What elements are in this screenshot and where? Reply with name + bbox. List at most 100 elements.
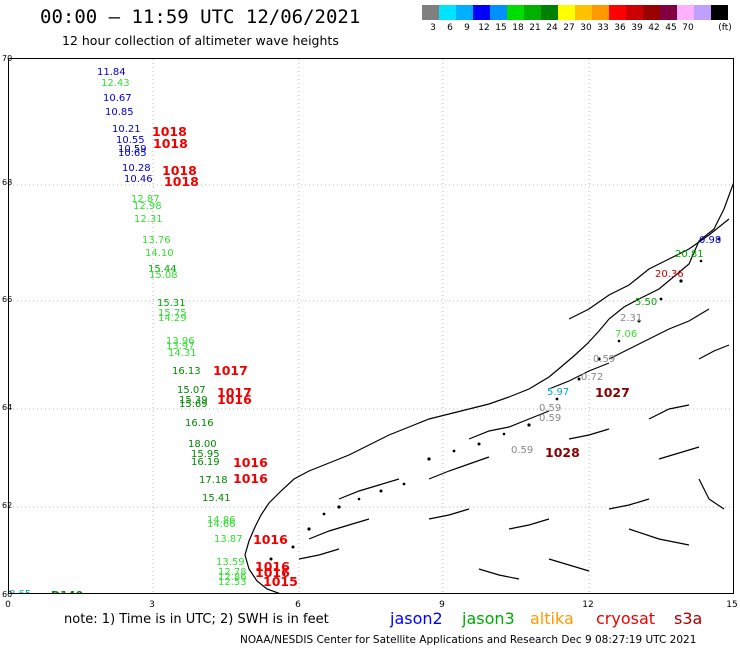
- wave-height-label: 17.18: [199, 475, 228, 486]
- scale-label: 27: [563, 23, 575, 33]
- y-label-62: 62: [2, 501, 13, 510]
- pressure-label: 1017: [213, 363, 248, 378]
- scale-swatch: [473, 5, 490, 20]
- x-label-6: 6: [295, 600, 301, 610]
- wave-height-label: 18.00: [188, 439, 217, 450]
- scale-swatch: [609, 5, 626, 20]
- scale-swatch: [677, 5, 694, 20]
- satellite-altika: altika: [530, 609, 574, 628]
- wave-height-label: 0.98: [699, 235, 722, 246]
- chart-title: 00:00 – 11:59 UTC 12/06/2021: [40, 6, 361, 28]
- scale-swatch: [422, 5, 439, 20]
- x-label-15: 15: [726, 600, 738, 610]
- satellite-jason2: jason2: [390, 609, 443, 628]
- wave-height-label: 12.98: [133, 201, 162, 212]
- x-label-0: 0: [5, 600, 11, 610]
- pressure-label: 1017: [217, 385, 252, 400]
- wave-height-label: 0.59: [539, 403, 562, 414]
- wave-height-label: 10.21: [112, 124, 141, 135]
- scale-label: 3: [430, 23, 436, 33]
- y-label-66: 66: [2, 295, 13, 304]
- x-label-3: 3: [149, 600, 155, 610]
- wave-height-label: 12.87: [131, 194, 160, 205]
- wave-height-label: 5.97: [547, 387, 570, 398]
- credit-line: NOAA/NESDIS Center for Satellite Applica…: [240, 634, 697, 646]
- wave-height-label: 15.31: [157, 298, 186, 309]
- wave-height-label: 11.84: [97, 67, 126, 78]
- scale-swatch: [694, 5, 711, 20]
- scale-swatch: [558, 5, 575, 20]
- coastline: [244, 182, 733, 593]
- wave-height-label: 12.78: [218, 567, 247, 578]
- wave-height-label: 15.39: [179, 395, 208, 406]
- pressure-label: 1015: [263, 574, 298, 589]
- scale-swatch: [626, 5, 643, 20]
- wave-height-label: 14.10: [145, 248, 174, 259]
- wave-height-label: 5.50: [635, 297, 658, 308]
- scale-swatch: [490, 5, 507, 20]
- pressure-label: 1016: [255, 565, 290, 580]
- pressure-label: 1016: [233, 455, 268, 470]
- scale-swatch: [541, 5, 558, 20]
- wave-height-label: 16.13: [172, 366, 201, 377]
- wave-height-label: 0.59: [593, 354, 616, 365]
- wave-height-label: 10.59: [118, 144, 147, 155]
- scale-swatch: [439, 5, 456, 20]
- scale-label: 18: [512, 23, 524, 33]
- wave-height-label: 15.41: [202, 493, 231, 504]
- scale-label: 12: [478, 23, 490, 33]
- pressure-label: 1018: [152, 124, 187, 139]
- scale-label: 15: [495, 23, 507, 33]
- scale-swatch: [575, 5, 592, 20]
- wave-height-label: 20.81: [675, 249, 704, 260]
- map-panel: 11.84 12.43 10.67 10.85 10.21 10.55 10.59 10.65…: [8, 58, 734, 594]
- station-label: D140: [51, 589, 83, 593]
- scale-swatch: [456, 5, 473, 20]
- pressure-label: 1016: [233, 471, 268, 486]
- scale-label: 9: [464, 23, 470, 33]
- pressure-label: 1018: [164, 174, 199, 189]
- chart-subtitle: 12 hour collection of altimeter wave hei…: [62, 33, 339, 48]
- wave-height-label: 13.87: [214, 534, 243, 545]
- wave-height-label: 16.16: [185, 418, 214, 429]
- wave-height-label: 0.72: [581, 372, 604, 383]
- scale-swatch: [507, 5, 524, 20]
- y-label-60: 60: [2, 590, 13, 599]
- wave-height-label: 14.86: [207, 515, 236, 526]
- x-label-9: 9: [439, 600, 445, 610]
- pressure-label: 1028: [545, 445, 580, 460]
- satellite-cryosat: cryosat: [596, 609, 656, 628]
- islands: [269, 237, 721, 576]
- footer-note: note: 1) Time is in UTC; 2) SWH is in fe…: [64, 612, 329, 627]
- wave-height-label: 15.08: [149, 270, 178, 281]
- wave-height-label: 13.76: [142, 235, 171, 246]
- wave-height-label: 10.67: [103, 93, 132, 104]
- scale-label: 36: [614, 23, 626, 33]
- wave-height-label: 16.19: [191, 457, 220, 468]
- satellite-jason3: jason3: [462, 609, 515, 628]
- map-svg: [9, 59, 733, 593]
- wave-height-label: 12.86: [218, 572, 247, 583]
- wave-height-label: 15.44: [148, 264, 177, 275]
- scale-label: 6: [447, 23, 453, 33]
- y-label-68: 68: [2, 178, 13, 187]
- wave-height-label: 10.85: [105, 107, 134, 118]
- wave-height-label: 10.65: [118, 148, 147, 159]
- wave-height-label: 15.75: [158, 308, 187, 319]
- wave-height-label: 15.07: [177, 385, 206, 396]
- wave-height-label: 10.28: [122, 163, 151, 174]
- wave-height-label: 10.55: [116, 135, 145, 146]
- wave-height-label: 14.66: [207, 519, 236, 530]
- wave-height-label: 7.06: [615, 329, 638, 340]
- pressure-label: 1018: [162, 163, 197, 178]
- wave-height-label: 15.69: [179, 399, 208, 410]
- wave-height-label: 13.96: [166, 336, 195, 347]
- wave-height-label: 0.59: [539, 413, 562, 424]
- scale-label: 33: [597, 23, 609, 33]
- wave-height-label: 8.65: [9, 589, 31, 593]
- wave-height-label: 12.43: [101, 78, 130, 89]
- scale-label: 42: [648, 23, 660, 33]
- scale-label: 45: [665, 23, 677, 33]
- pressure-label: 1016: [217, 392, 252, 407]
- wave-height-label: 0.59: [511, 445, 534, 456]
